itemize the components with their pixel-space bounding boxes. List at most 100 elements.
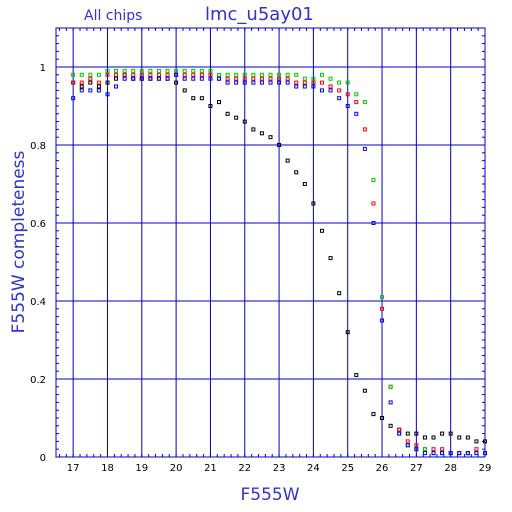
data-point [71,96,76,101]
y-tick-label: 0.8 [30,141,46,152]
data-point [148,72,153,77]
tick-marks [56,27,486,458]
data-point [474,447,479,452]
data-point [234,80,239,85]
data-point [345,92,350,97]
x-tick-label: 21 [204,463,217,474]
data-point [405,443,410,448]
data-point [217,76,222,81]
data-point [328,76,333,81]
data-point [440,451,445,456]
data-point [422,451,427,456]
data-point [294,72,299,77]
data-point [88,72,93,77]
data-point [362,388,367,393]
data-point [96,72,101,77]
data-point [422,435,427,440]
data-point [362,100,367,105]
data-point [397,431,402,436]
data-point [199,68,204,73]
data-point [319,88,324,93]
data-point [380,416,385,420]
data-point [302,80,307,85]
y-tick-label: 0 [40,453,46,464]
data-point [354,111,359,116]
data-point [302,76,307,81]
data-point [96,80,101,85]
x-tick-label: 23 [273,463,286,474]
x-axis-label: F555W [240,485,299,505]
data-point [191,68,196,73]
data-point [354,373,359,378]
data-point [448,451,453,456]
data-point [362,146,367,151]
data-point [328,88,333,93]
data-point [294,80,299,85]
data-point [285,80,290,85]
data-point [174,72,179,77]
data-point [311,201,316,206]
x-tick-label: 24 [307,463,320,474]
data-point [414,431,419,436]
data-point [131,76,136,81]
data-point [88,76,93,81]
data-point [156,72,161,77]
data-point [165,72,170,77]
data-point [71,80,76,85]
data-point [345,330,350,335]
data-point [371,221,376,225]
data-point [242,80,247,85]
data-point [251,76,256,81]
data-point [440,447,445,452]
data-point [114,84,119,89]
data-point [242,72,247,77]
data-point [259,72,264,77]
data-point [268,76,273,81]
data-point [371,412,376,417]
data-point [251,127,256,132]
data-point [199,76,204,81]
data-point [483,451,487,456]
data-point [122,72,127,77]
data-point [182,76,187,81]
data-points [71,68,487,456]
data-point [311,80,316,85]
data-point [354,92,359,97]
data-point [277,143,282,147]
x-tick-label: 17 [67,463,80,474]
data-point [465,435,470,440]
data-point [268,135,273,140]
x-tick-label: 25 [341,463,354,474]
data-point [345,80,350,85]
data-point [457,451,462,456]
data-point [431,447,436,452]
data-point [79,80,84,85]
data-point [225,111,230,116]
data-point [380,306,385,311]
data-point [345,104,350,108]
data-point [165,76,170,81]
data-point [105,80,110,85]
data-point [319,72,324,77]
data-point [105,68,110,73]
data-point [182,88,187,93]
data-point [131,68,136,73]
data-point [285,76,290,81]
data-point [388,384,393,389]
data-point [251,72,256,77]
data-point [114,68,119,73]
data-point [234,76,239,81]
data-point [448,431,453,436]
data-point [156,76,161,81]
chart-subtitle: All chips [84,8,142,24]
x-tick-labels: 17 18 19 20 21 22 23 24 25 26 27 28 29 [67,463,492,474]
data-point [71,72,76,77]
data-point [234,115,239,120]
chart-title: lmc_u5ay01 [205,4,314,25]
data-point [105,72,110,77]
data-point [285,72,290,77]
data-point [259,80,264,85]
y-tick-label: 0.2 [30,375,46,386]
data-point [319,228,324,233]
